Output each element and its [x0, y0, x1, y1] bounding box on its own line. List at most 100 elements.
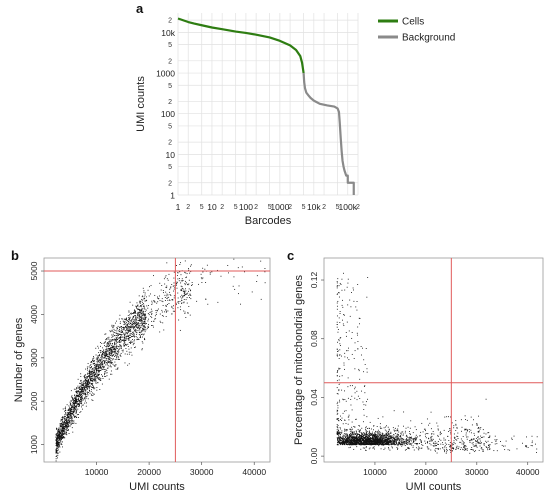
- b-point: [80, 402, 82, 404]
- b-point: [78, 400, 80, 401]
- c-point: [363, 444, 365, 446]
- c-point: [359, 425, 361, 427]
- b-point: [87, 398, 89, 400]
- c-point: [404, 430, 406, 432]
- c-point: [387, 432, 389, 434]
- b-point: [129, 329, 131, 331]
- b-point: [92, 375, 94, 377]
- c-point: [344, 443, 346, 444]
- b-point: [58, 428, 60, 430]
- c-point: [429, 443, 431, 445]
- c-point: [399, 436, 401, 438]
- b-point: [139, 327, 141, 329]
- b-point: [141, 316, 143, 318]
- b-point: [98, 370, 100, 372]
- b-point: [216, 269, 218, 271]
- b-point: [128, 326, 130, 327]
- b-point: [57, 457, 58, 459]
- b-point: [98, 372, 100, 374]
- c-point: [348, 444, 350, 446]
- b-point: [88, 385, 89, 387]
- b-point: [81, 404, 83, 406]
- b-point: [100, 366, 101, 368]
- b-point: [69, 419, 71, 421]
- b-point: [128, 328, 130, 330]
- b-point: [163, 278, 165, 280]
- c-point: [366, 437, 368, 439]
- c-point: [391, 442, 393, 444]
- c-point: [338, 430, 339, 432]
- c-point: [349, 435, 351, 437]
- b-point: [66, 422, 68, 424]
- b-point: [136, 322, 138, 324]
- c-point: [338, 354, 340, 356]
- c-point: [367, 437, 369, 439]
- b-point: [88, 375, 90, 377]
- b-point: [67, 415, 68, 417]
- b-point: [144, 308, 146, 310]
- b-point: [144, 320, 146, 322]
- b-point: [77, 387, 79, 389]
- c-point: [339, 337, 341, 339]
- b-point: [185, 290, 187, 292]
- c-point: [345, 335, 347, 337]
- b-point: [89, 373, 91, 375]
- b-point: [135, 326, 137, 328]
- b-point: [124, 323, 126, 325]
- b-point: [169, 294, 171, 295]
- c-point: [456, 439, 458, 441]
- b-point: [181, 286, 183, 288]
- c-point: [377, 442, 379, 444]
- c-point: [375, 442, 377, 444]
- b-point: [86, 380, 88, 382]
- c-point: [348, 435, 350, 437]
- a-y-minor-tick-label: 2: [168, 180, 172, 187]
- c-point: [377, 436, 379, 438]
- b-point: [72, 406, 74, 408]
- b-point: [115, 352, 116, 354]
- b-point: [66, 428, 68, 429]
- b-point: [80, 400, 81, 402]
- c-point: [440, 439, 442, 441]
- c-point: [525, 446, 527, 448]
- c-point: [365, 446, 367, 447]
- b-point: [143, 291, 145, 293]
- b-point: [126, 320, 128, 322]
- b-point: [96, 370, 98, 371]
- c-point: [396, 440, 397, 442]
- b-point: [181, 303, 183, 304]
- b-point: [117, 327, 119, 329]
- c-point: [358, 436, 360, 438]
- b-point: [179, 271, 181, 273]
- b-point: [108, 353, 110, 355]
- c-point: [367, 442, 369, 443]
- c-point: [424, 428, 426, 430]
- c-point: [431, 433, 433, 434]
- b-point: [72, 399, 74, 400]
- c-point: [355, 436, 357, 438]
- b-point: [179, 300, 181, 302]
- c-point: [384, 435, 385, 437]
- c-point: [487, 449, 489, 451]
- b-point: [66, 429, 68, 431]
- a-y-tick-label: 1000: [156, 69, 175, 79]
- c-point: [358, 368, 360, 370]
- b-point: [162, 301, 164, 303]
- b-point: [101, 368, 103, 370]
- b-point: [85, 380, 87, 382]
- c-point: [384, 436, 386, 438]
- b-point: [103, 351, 104, 353]
- c-point: [424, 433, 426, 435]
- b-point: [108, 378, 110, 380]
- b-point: [75, 400, 77, 402]
- b-point: [159, 313, 161, 315]
- b-point: [107, 350, 109, 352]
- b-point: [76, 392, 78, 394]
- c-point: [338, 285, 340, 287]
- b-point: [130, 351, 132, 353]
- b-point: [95, 363, 97, 365]
- b-point: [133, 316, 135, 318]
- b-point: [115, 343, 117, 345]
- b-point: [85, 384, 87, 386]
- b-point: [154, 318, 156, 320]
